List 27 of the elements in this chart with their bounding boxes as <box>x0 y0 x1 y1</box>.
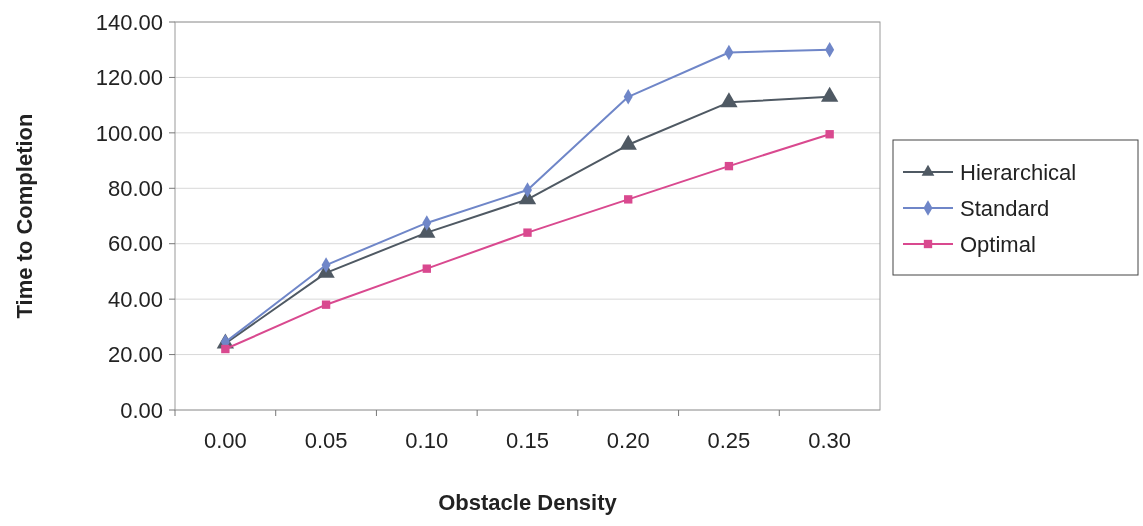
y-tick-label: 100.00 <box>95 120 163 146</box>
x-tick-label: 0.30 <box>808 428 852 453</box>
y-tick-label: 80.00 <box>107 175 163 201</box>
x-tick-label: 0.20 <box>606 428 650 453</box>
legend-label: Optimal <box>960 231 1036 257</box>
y-tick-label: 40.00 <box>107 286 163 312</box>
point <box>825 130 834 139</box>
x-tick-label: 0.00 <box>203 428 247 453</box>
y-tick-label: 0.00 <box>120 397 163 423</box>
y-tick-label: 120.00 <box>95 65 163 91</box>
point <box>523 228 532 237</box>
point <box>624 195 633 204</box>
point <box>724 161 734 171</box>
legend-label: Hierarchical <box>960 159 1077 185</box>
point <box>321 300 331 309</box>
point <box>221 344 230 354</box>
legend-label: Standard <box>960 195 1050 221</box>
y-axis-title: Time to Completion <box>12 113 37 319</box>
point <box>422 264 431 273</box>
x-tick-label: 0.25 <box>707 428 751 453</box>
x-tick-label: 0.10 <box>405 428 449 453</box>
x-tick-label: 0.05 <box>304 428 348 453</box>
y-tick-label: 20.00 <box>107 342 163 368</box>
x-tick-label: 0.15 <box>506 428 549 453</box>
y-tick-label: 60.00 <box>107 231 163 257</box>
y-tick-label: 140.00 <box>95 9 163 35</box>
x-axis-title: Obstacle Density <box>438 490 618 515</box>
